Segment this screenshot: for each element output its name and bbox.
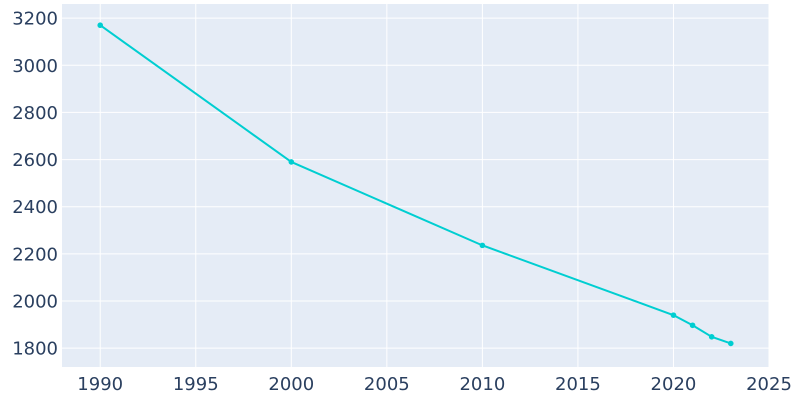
x-tick-label: 2015	[555, 374, 601, 395]
x-tick-label: 2000	[268, 374, 314, 395]
data-point	[670, 312, 677, 318]
y-axis: 1800 2000 2200 2400 2600 2800 3000 3200	[12, 9, 58, 360]
series-layer	[97, 22, 734, 347]
x-axis: 1990 1995 2000 2005 2010 2015 2020 2025	[77, 374, 792, 395]
data-point	[479, 242, 486, 249]
data-point	[727, 340, 734, 347]
y-tick-label: 3200	[12, 9, 58, 30]
y-tick-label: 2200	[12, 244, 58, 265]
data-point	[708, 334, 715, 340]
data-point	[689, 322, 696, 329]
x-tick-label: 2020	[651, 374, 697, 395]
plot-area	[62, 4, 769, 367]
x-tick-label: 1995	[173, 374, 219, 395]
x-tick-label: 2010	[459, 374, 505, 395]
gridlines	[62, 4, 770, 367]
y-tick-label: 2800	[12, 103, 58, 124]
data-point	[97, 22, 104, 29]
data-point	[288, 159, 295, 165]
x-tick-label: 1990	[77, 374, 123, 395]
y-tick-label: 2000	[12, 292, 58, 313]
y-tick-label: 3000	[12, 56, 58, 77]
y-tick-label: 2600	[12, 150, 58, 171]
x-tick-label: 2025	[746, 374, 792, 395]
y-tick-label: 1800	[12, 339, 58, 360]
y-tick-label: 2400	[12, 197, 58, 218]
x-tick-label: 2005	[364, 374, 410, 395]
